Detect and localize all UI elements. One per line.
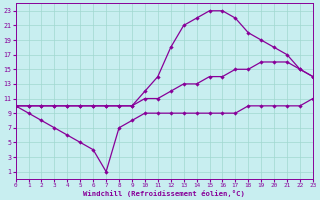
X-axis label: Windchill (Refroidissement éolien,°C): Windchill (Refroidissement éolien,°C) <box>83 190 245 197</box>
